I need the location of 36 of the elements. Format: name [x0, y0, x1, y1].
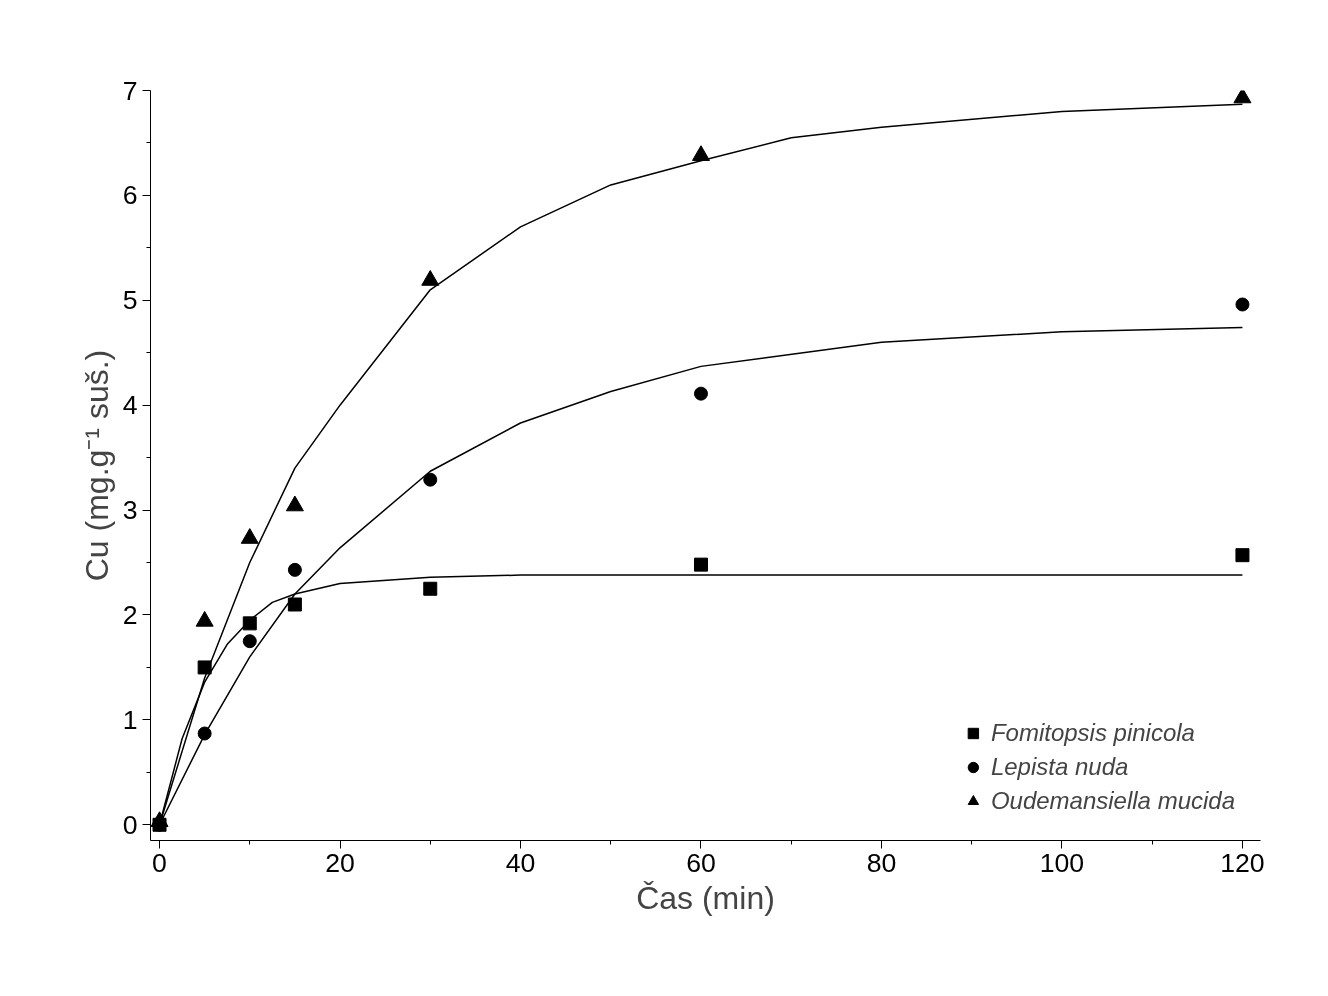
- y-tick-label: 6: [122, 180, 138, 211]
- point: [1235, 297, 1250, 312]
- point: [423, 472, 438, 487]
- point: [242, 634, 257, 649]
- point: [693, 386, 708, 401]
- x-tick-label: 60: [686, 847, 716, 878]
- y-tick-label: 0: [122, 809, 138, 840]
- y-tick-label: 7: [122, 75, 138, 106]
- y-tick-label: 3: [122, 495, 138, 526]
- x-axis-title: Čas (min): [636, 879, 775, 916]
- point: [197, 660, 212, 675]
- point: [242, 616, 257, 631]
- point: [1235, 548, 1250, 563]
- point: [240, 528, 259, 544]
- legend-label: Lepista nuda: [990, 753, 1129, 781]
- point: [691, 145, 710, 161]
- x-tick-label: 20: [325, 847, 355, 878]
- y-tick-label: 1: [122, 704, 138, 735]
- point: [423, 581, 438, 596]
- x-tick-label: 80: [866, 847, 897, 878]
- x-tick-label: 40: [505, 847, 536, 878]
- y-tick-label: 5: [122, 285, 138, 316]
- x-tick-label: 0: [152, 847, 167, 878]
- point: [693, 557, 708, 572]
- y-tick-label: 4: [122, 390, 138, 421]
- point: [285, 495, 304, 512]
- point: [421, 270, 440, 286]
- x-tick-label: 120: [1220, 847, 1265, 878]
- point: [287, 562, 302, 577]
- legend-label: Fomitopsis pinicola: [990, 719, 1195, 747]
- x-tick-label: 100: [1039, 847, 1085, 878]
- y-tick-label: 2: [122, 599, 138, 630]
- point: [287, 597, 302, 612]
- y-axis-title: Cu (mg.g⁻¹ suš.): [78, 349, 115, 582]
- point: [1233, 90, 1252, 104]
- legend-label: Oudemansiella mucida: [990, 787, 1235, 815]
